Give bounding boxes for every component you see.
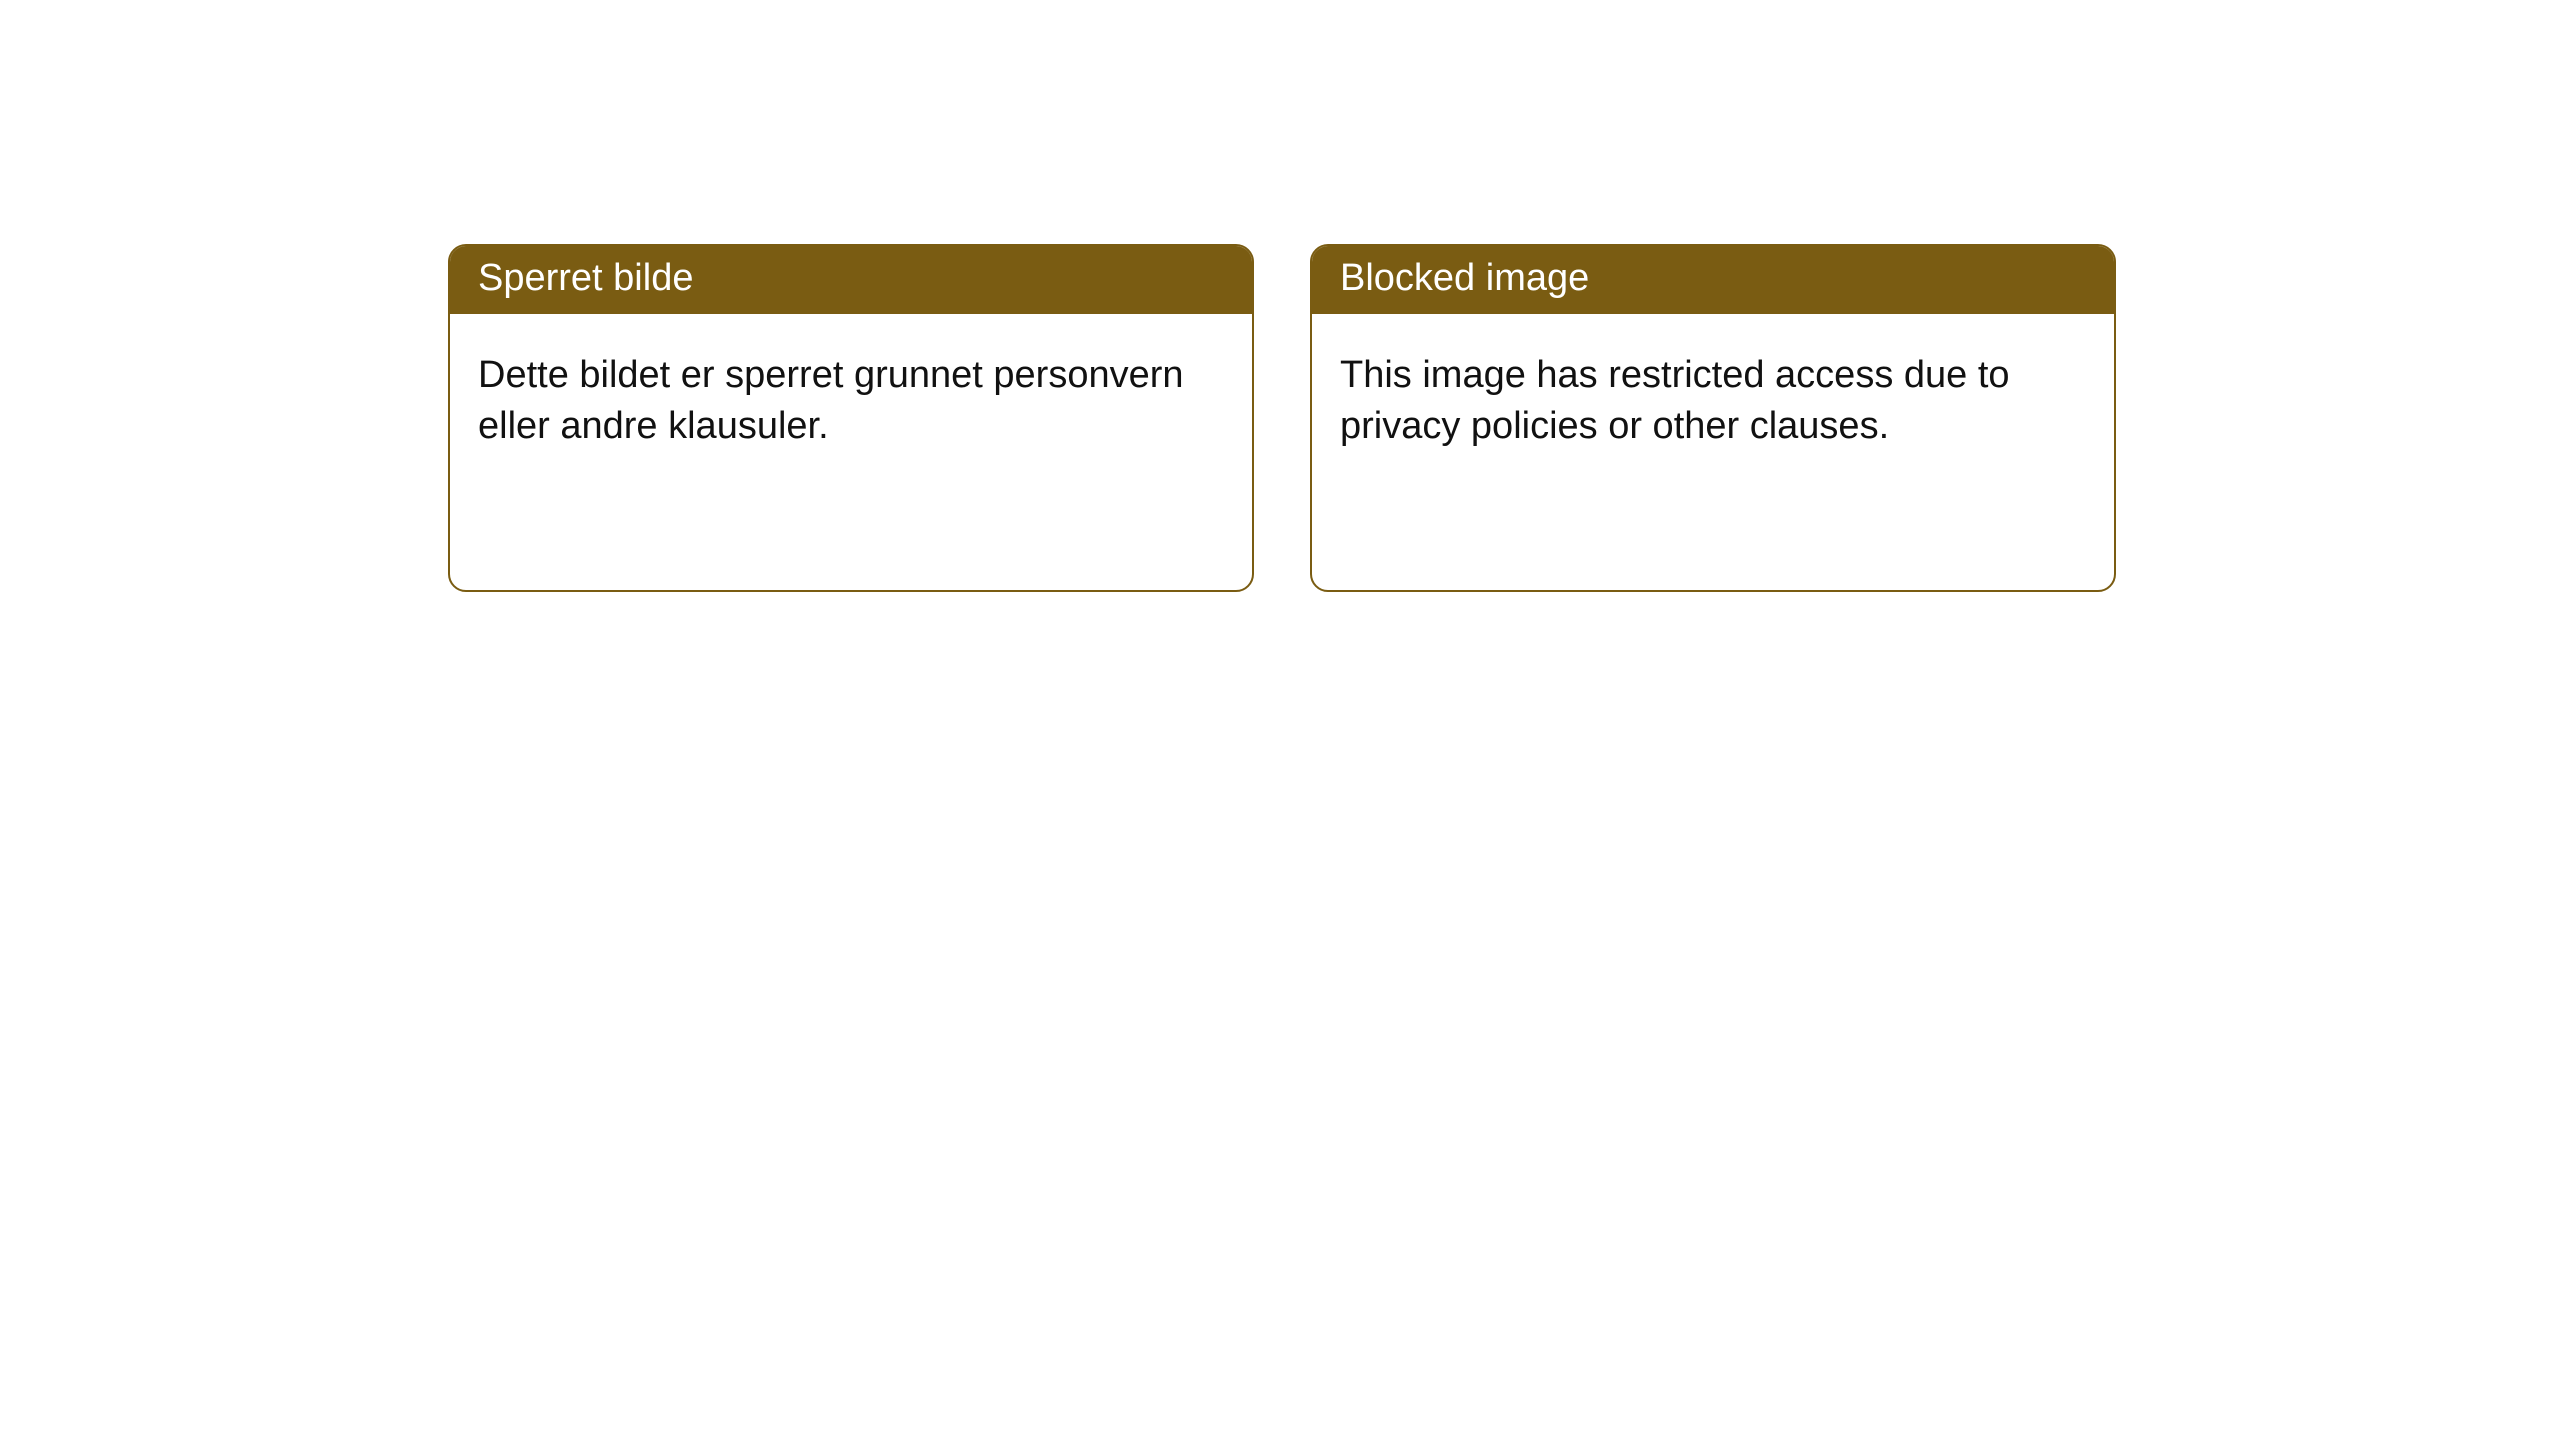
blocked-image-card-no: Sperret bilde Dette bildet er sperret gr… [448,244,1254,592]
card-header: Blocked image [1312,246,2114,314]
card-header: Sperret bilde [450,246,1252,314]
notice-container: Sperret bilde Dette bildet er sperret gr… [0,0,2560,592]
blocked-image-card-en: Blocked image This image has restricted … [1310,244,2116,592]
card-body: This image has restricted access due to … [1312,314,2114,590]
card-body: Dette bildet er sperret grunnet personve… [450,314,1252,590]
